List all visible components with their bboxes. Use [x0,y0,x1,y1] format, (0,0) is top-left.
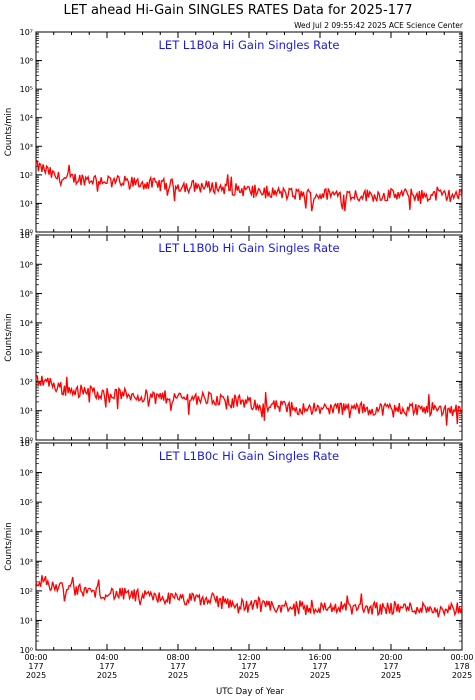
x-tick-year: 2025 [239,671,259,680]
y-tick-label: 10⁰ [20,228,33,237]
x-tick-day: 178 [454,662,469,671]
y-tick-label: 10⁶ [20,57,33,66]
x-tick-year: 2025 [381,671,401,680]
x-tick-time: 16:00 [308,653,331,662]
y-tick-label: 10² [20,377,33,386]
panel-3: 10⁰ 10¹ 10² 10³ 10⁴ 10⁵ 10⁶ 10⁷ Counts/min LET L1… [4,439,463,655]
y-tick-label: 10¹ [20,616,33,625]
x-tick-day: 177 [312,662,327,671]
y-axis-label: Counts/min [4,522,14,571]
y-tick-label: 10⁶ [20,469,33,478]
x-tick-year: 2025 [310,671,330,680]
x-tick-year: 2025 [97,671,117,680]
y-tick-label: 10¹ [20,407,33,416]
y-tick-label: 10⁴ [20,319,33,328]
y-tick-label: 10⁵ [20,290,33,299]
panel-frame [35,442,463,651]
y-tick-label: 10³ [20,348,33,357]
y-tick-label: 10⁰ [20,646,33,655]
x-tick-day: 177 [99,662,114,671]
y-tick-label: 10³ [20,142,33,151]
x-tick-time: 08:00 [166,653,189,662]
y-tick-label: 10⁰ [20,436,33,445]
y-axis-label: Counts/min [4,313,14,362]
panel-title: LET L1B0b Hi Gain Singles Rate [158,241,339,255]
panel-2: 10⁰ 10¹ 10² 10³ 10⁴ 10⁵ 10⁶ 10⁷ Counts/min LET L1… [4,231,463,445]
y-axis-label: Counts/min [4,108,14,157]
y-tick-label: 10⁷ [20,231,33,240]
x-tick-year: 2025 [26,671,46,680]
y-tick-label: 10⁷ [20,439,33,448]
timestamp-label: Wed Jul 2 09:55:42 2025 ACE Science Cent… [294,21,464,30]
x-tick-time: 20:00 [379,653,402,662]
y-tick-label: 10⁶ [20,260,33,269]
y-tick-label: 10⁴ [20,528,33,537]
series-line [35,575,463,618]
x-tick-year: 2025 [452,671,472,680]
x-tick-day: 177 [383,662,398,671]
x-tick-year: 2025 [168,671,188,680]
y-tick-label: 10⁷ [20,28,33,37]
x-tick-time: 04:00 [95,653,118,662]
y-tick-label: 10⁴ [20,114,33,123]
panel-frame [35,31,463,233]
x-tick-day: 177 [28,662,43,671]
y-tick-label: 10² [20,587,33,596]
panels-group: 10⁰ 10¹ 10² 10³ 10⁴ 10⁵ 10⁶ 10⁷ Counts/min LET L1… [4,28,474,680]
panel-1: 10⁰ 10¹ 10² 10³ 10⁴ 10⁵ 10⁶ 10⁷ Counts/min LET L1… [4,28,463,237]
series-line [35,375,463,426]
figure-title: LET ahead Hi-Gain SINGLES RATES Data for… [63,3,412,18]
x-tick-time: 00:00 [450,653,473,662]
x-tick-day: 177 [170,662,185,671]
y-tick-label: 10⁵ [20,498,33,507]
panel-title: LET L1B0c Hi Gain Singles Rate [159,449,339,463]
x-axis-label: UTC Day of Year [216,687,284,697]
y-tick-label: 10³ [20,557,33,566]
x-tick-labels: 00:00177202504:00177202508:00177202512:0… [24,653,473,680]
x-tick-day: 177 [241,662,256,671]
y-tick-label: 10⁵ [20,85,33,94]
series-line [35,160,463,212]
y-tick-label: 10² [20,171,33,180]
x-tick-time: 12:00 [237,653,260,662]
panel-title: LET L1B0a Hi Gain Singles Rate [159,38,340,52]
x-tick-time: 00:00 [24,653,47,662]
y-tick-label: 10¹ [20,199,33,208]
